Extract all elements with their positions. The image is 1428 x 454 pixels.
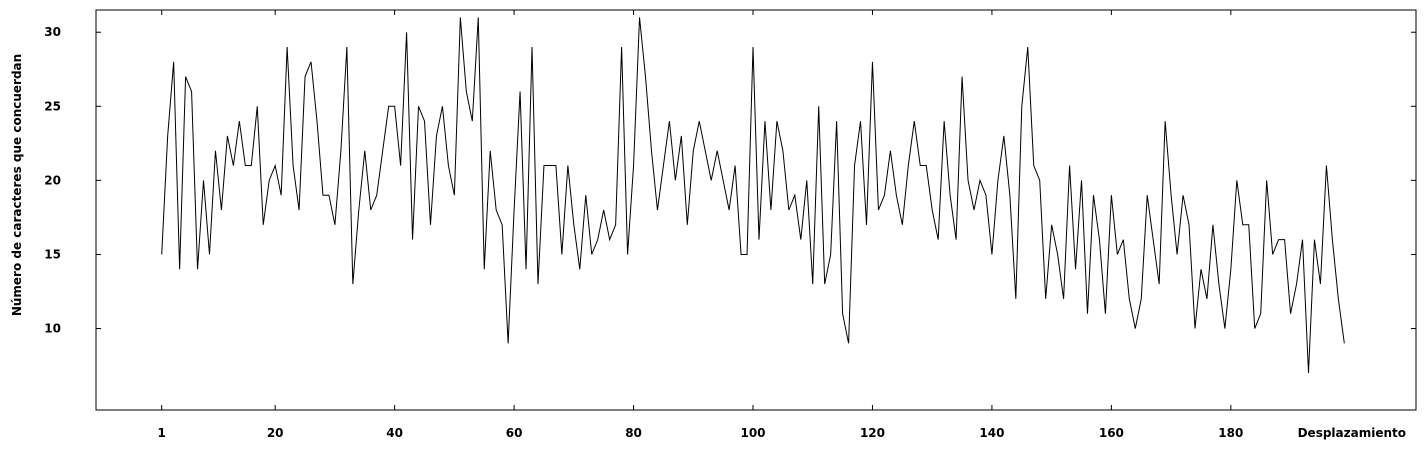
y-tick-label: 20 — [44, 173, 61, 187]
x-tick-label: 120 — [860, 426, 885, 440]
series-line — [161, 17, 1345, 373]
y-tick-label: 10 — [44, 322, 61, 336]
x-tick-label: 1 — [158, 426, 166, 440]
x-tick-label: 40 — [386, 426, 403, 440]
y-tick-label: 30 — [44, 25, 61, 39]
x-tick-label: 180 — [1218, 426, 1243, 440]
x-tick-label: 80 — [625, 426, 642, 440]
x-axis-ticks: 1 20 40 60 80 100 120 140 160 180 — [158, 10, 1243, 440]
x-tick-label: 160 — [1099, 426, 1124, 440]
y-axis-ticks: 10 15 20 25 30 — [44, 25, 1416, 336]
y-tick-label: 15 — [44, 247, 61, 261]
x-axis-title: Desplazamiento — [1298, 426, 1406, 440]
x-tick-label: 20 — [267, 426, 284, 440]
x-tick-label: 100 — [740, 426, 765, 440]
plot-frame — [95, 9, 1417, 411]
x-tick-label: 60 — [506, 426, 523, 440]
y-tick-label: 25 — [44, 99, 61, 113]
x-tick-label: 140 — [979, 426, 1004, 440]
y-axis-title: Número de caracteres que concuerdan — [10, 54, 24, 316]
